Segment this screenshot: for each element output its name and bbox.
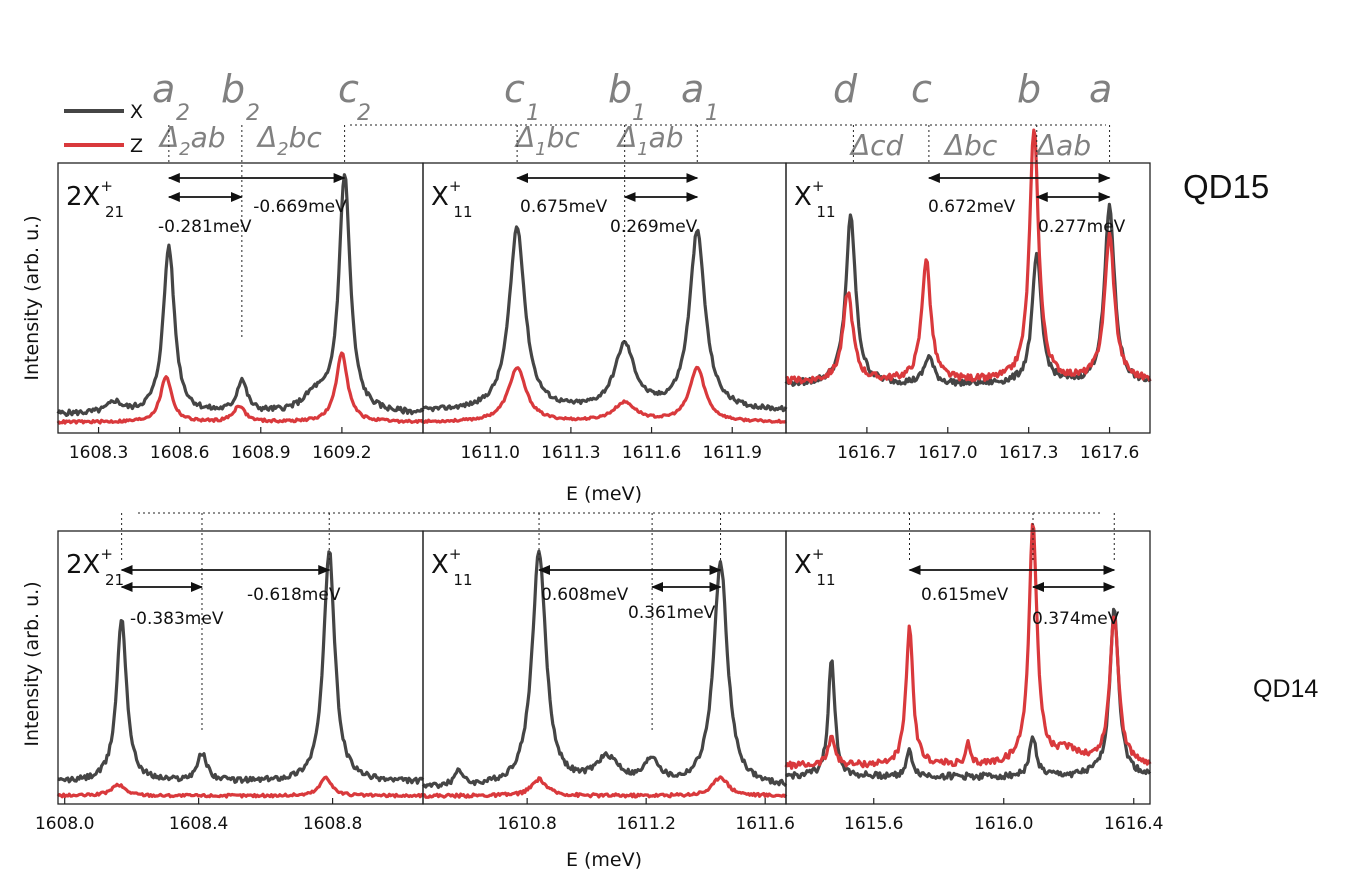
spacing-label: 0.277meV [1038,217,1126,237]
x-axis-label-bottom: E (meV) [566,849,642,871]
x-tick-label: 1615.6 [844,814,903,834]
series-line-x [784,607,1152,781]
series-line-z [56,351,425,425]
panel-label: 2X+ 21 [66,545,124,589]
peak-label-a1-sub: 1 [705,101,719,126]
panel-label: 2X+ 21 [66,177,124,221]
peak-label-c2-sub: 2 [357,101,371,126]
peak-label-c1-sub: 1 [526,101,540,126]
legend: X Z [64,101,143,157]
x-tick-label: 1608.4 [169,814,228,834]
series-line-x [422,225,788,413]
spacing-label: -0.383meV [130,609,224,629]
x-tick-label: 1608.8 [303,814,362,834]
spacing-label: -0.281meV [158,217,252,237]
x-tick-label: 1611.0 [460,443,519,463]
delta-label-1ab: Δ1ab [616,121,684,160]
peak-label-c2: c [338,67,359,111]
delta-labels: Δ2ab Δ2bc Δ1bc Δ1ab Δcd Δbc Δab [158,121,1091,162]
delta-label-ab: Δab [1035,129,1091,162]
x-tick-label: 1617.6 [1080,443,1139,463]
spacing-label: 0.374meV [1032,609,1120,629]
peak-label-d: d [833,67,858,111]
row-label-qd15: QD15 [1183,168,1269,205]
series-line-x [56,173,425,417]
delta-label-2bc: Δ2bc [256,121,322,160]
spacing-label: 0.269meV [610,217,698,237]
spacing-label: -0.618meV [247,585,341,605]
x-tick-label: 1617.0 [918,443,977,463]
legend-label-x: X [130,101,143,123]
panel-label: X+ 11 [794,545,835,589]
x-tick-label: 1610.8 [497,814,556,834]
peak-label-a: a [1089,67,1112,111]
chart-panel-3: 1616.7 1617.0 1617.3 1617.6 0.672meV 0.277meV… [784,125,1152,463]
delta-label-bc: Δbc [943,129,998,162]
chart-panel-6: 1615.6 1616.0 1616.4 0.615meV 0.374meV X+ 11 [784,513,1163,834]
peak-label-a1: a [681,67,704,111]
series-line-x [421,549,788,790]
series-line-z [56,775,425,799]
panel-label: X+ 11 [431,545,472,589]
x-tick-label: 1611.9 [702,443,761,463]
spacing-label: 0.672meV [928,197,1016,217]
peak-label-b1: b [608,67,632,111]
delta-label-cd: Δcd [849,129,904,162]
series-line-z [784,522,1152,770]
x-tick-label: 1616.0 [974,814,1033,834]
peak-label-b2-sub: 2 [246,101,260,126]
delta-label-2ab: Δ2ab [158,121,226,160]
bracket-lines [138,124,1106,514]
x-tick-label: 1611.6 [735,814,794,834]
delta-label-1bc: Δ1bc [514,121,580,160]
chart-panel-4: 1608.0 1608.4 1608.8 -0.618meV -0.383meV 2X+ 2… [35,513,425,834]
x-tick-label: 1616.4 [1104,814,1163,834]
x-tick-label: 1611.2 [616,814,675,834]
peak-label-b1-sub: 1 [632,101,646,126]
chart-panel-2: 1611.0 1611.3 1611.6 1611.9 0.675meV0.269meV… [422,125,788,463]
x-tick-label: 1609.2 [312,443,371,463]
spacing-label: 0.675meV [520,197,608,217]
x-tick-label: 1616.7 [837,443,896,463]
row-label-qd14: QD14 [1253,675,1318,703]
spacing-label: -0.669meV [253,197,347,217]
peak-label-c1: c [504,67,525,111]
panel-label: X+ 11 [794,177,835,221]
series-line-z [785,128,1152,385]
plot-frame [422,530,787,805]
chart-panel-1: 1608.3 1608.6 1608.9 1609.2 -0.669meV-0.281m… [56,125,425,463]
peak-label-b: b [1017,67,1041,111]
x-axis-label-top: E (meV) [566,483,642,505]
x-tick-label: 1608.6 [150,443,209,463]
x-tick-label: 1611.3 [541,443,600,463]
spacing-label: 0.361meV [628,603,716,623]
x-tick-label: 1608.9 [231,443,290,463]
y-axis-label-top: Intensity (arb. u.) [21,215,43,380]
peak-label-c: c [911,67,932,111]
spacing-label: 0.608meV [541,585,629,605]
series-line-x [57,550,425,785]
panel-label: X+ 11 [431,177,472,221]
plot-frame [785,162,1151,434]
x-tick-label: 1608.0 [35,814,94,834]
x-tick-label: 1611.6 [622,443,681,463]
legend-label-z: Z [130,135,143,157]
peak-label-b2: b [221,67,245,111]
x-tick-label: 1608.3 [69,443,128,463]
chart-panels: 1608.3 1608.6 1608.9 1609.2 -0.669meV-0.281m… [35,125,1163,834]
peak-labels: a 2 b 2 c 2 c 1 b 1 a 1 d c b a [152,67,1112,126]
series-line-z [422,365,787,424]
spacing-label: 0.615meV [921,585,1009,605]
plot-frame [785,530,1151,805]
y-axis-label-bottom: Intensity (arb. u.) [21,581,43,746]
peak-label-a2-sub: 2 [176,101,190,126]
x-tick-label: 1617.3 [999,443,1058,463]
peak-label-a2: a [152,67,175,111]
series-line-z [422,775,788,799]
